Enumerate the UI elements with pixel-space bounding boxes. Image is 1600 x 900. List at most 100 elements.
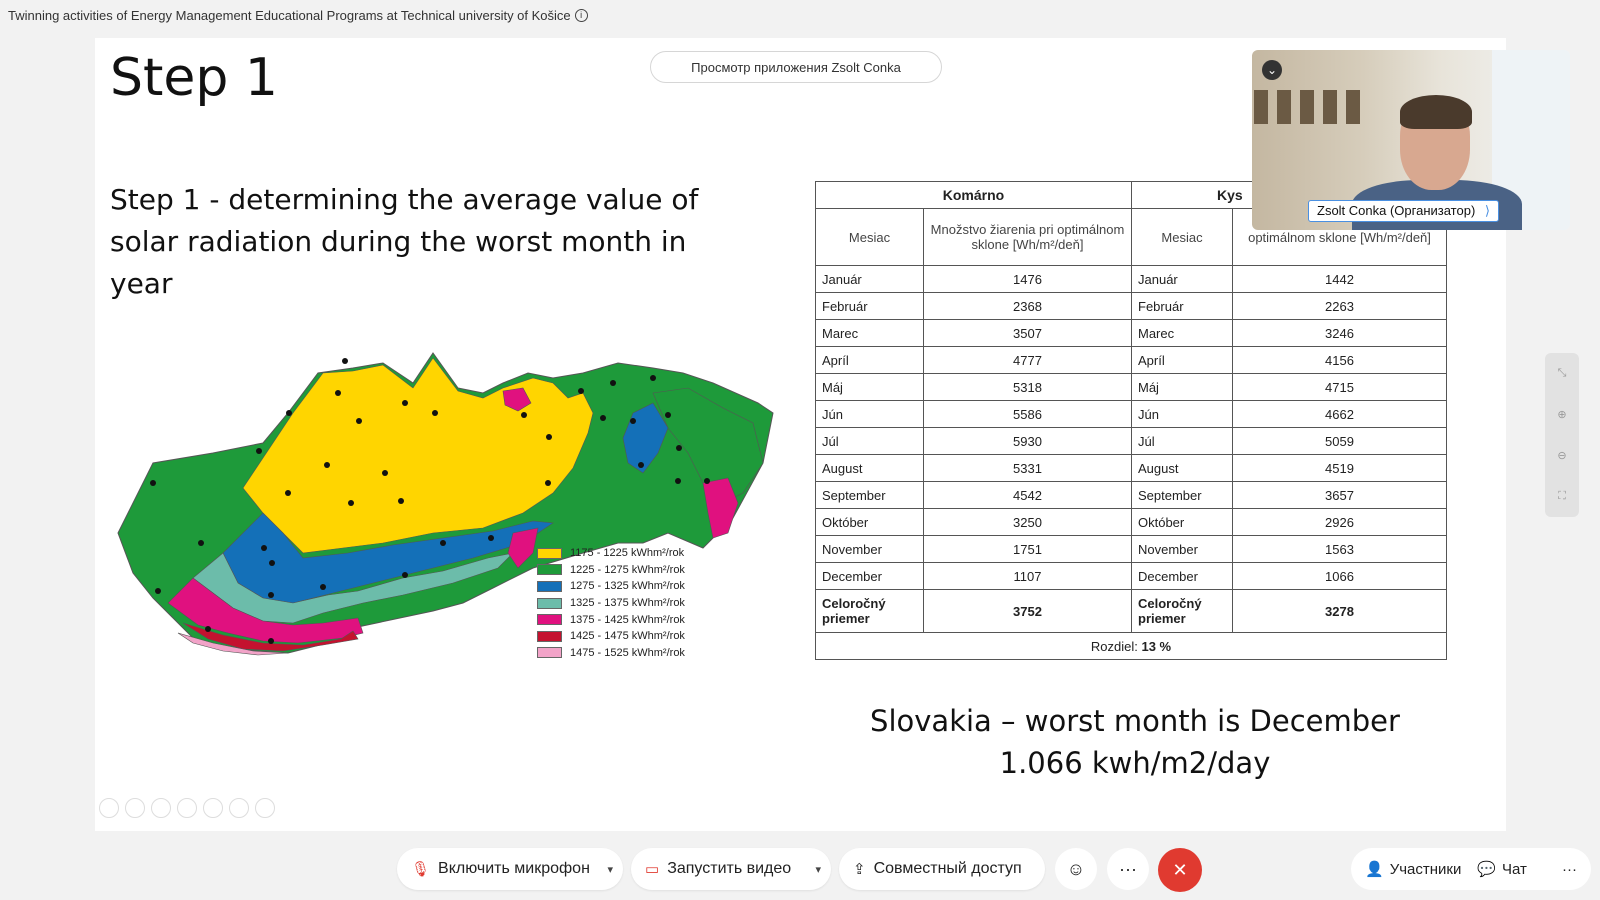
slide-heading: Step 1 - determining the average value o… xyxy=(110,183,699,300)
chat-button[interactable]: 💬 Чат xyxy=(1477,860,1527,879)
reactions-button[interactable]: ☺ xyxy=(1055,848,1097,890)
person-hair xyxy=(1400,95,1472,129)
table-row: Február 2368 Február 2263 xyxy=(815,292,1447,320)
table-row: Marec 3507 Marec 3246 xyxy=(815,319,1447,347)
legend-label: 1375 - 1425 kWhm²/rok xyxy=(570,613,685,626)
legend-item: 1475 - 1525 kWhm²/rok xyxy=(537,645,685,662)
video-button[interactable]: ▭ Запустить видео ▾ xyxy=(631,848,831,890)
legend-swatch xyxy=(537,647,562,659)
legend-label: 1275 - 1325 kWhm²/rok xyxy=(570,580,685,593)
month-cell: Júl xyxy=(815,427,924,455)
radiation-table: Komárno Kys Mesiac Množstvo žiarenia pri… xyxy=(815,181,1447,660)
video-label: Запустить видео xyxy=(667,860,792,877)
fit-icon[interactable]: ⛶ xyxy=(1558,490,1566,502)
month-cell: Jún xyxy=(815,400,924,428)
overflow-button[interactable]: ··· xyxy=(1562,861,1577,878)
value-cell: 4715 xyxy=(1232,373,1447,401)
more-icon[interactable] xyxy=(255,798,275,818)
more-button[interactable]: ··· xyxy=(1107,848,1149,890)
legend-item: 1425 - 1475 kWhm²/rok xyxy=(537,628,685,645)
video-off-icon: ▭ xyxy=(645,861,660,878)
table-row: Júl 5930 Júl 5059 xyxy=(815,427,1447,455)
participants-label: Участники xyxy=(1389,860,1462,878)
share-icon: ⇪ xyxy=(853,861,866,878)
table-row: September 4542 September 3657 xyxy=(815,481,1447,509)
value-cell: 1107 xyxy=(923,562,1132,590)
chevron-down-icon[interactable]: ▾ xyxy=(607,863,613,876)
month-cell: Október xyxy=(815,508,924,536)
overflow-label: ··· xyxy=(1562,860,1577,878)
zoom-in-icon[interactable]: ⊕ xyxy=(1557,409,1567,421)
person-icon: 👤 xyxy=(1365,861,1384,878)
right-toolbar: 👤 Участники 💬 Чат ··· xyxy=(1351,848,1591,890)
prev-slide-icon[interactable] xyxy=(99,798,119,818)
legend-label: 1225 - 1275 kWhm²/rok xyxy=(570,563,685,576)
month-cell: November xyxy=(1131,535,1233,563)
value-cell: 3250 xyxy=(923,508,1132,536)
pen-icon[interactable] xyxy=(151,798,171,818)
legend-label: 1475 - 1525 kWhm²/rok xyxy=(570,646,685,659)
month-cell: Máj xyxy=(1131,373,1233,401)
total-value-1: 3752 xyxy=(923,589,1132,633)
value-cell: 3246 xyxy=(1232,319,1447,347)
value-cell: 4542 xyxy=(923,481,1132,509)
participant-video[interactable]: ⌄ Zsolt Conka (Организатор) ⟩ xyxy=(1252,50,1570,230)
meeting-title-bar: Twinning activities of Energy Management… xyxy=(0,0,1600,30)
col-value-1: Množstvo žiarenia pri optimálnom sklone … xyxy=(923,208,1132,266)
zoom-out-icon[interactable]: ⊖ xyxy=(1557,450,1567,462)
leave-button[interactable]: ✕ xyxy=(1158,848,1202,892)
chat-label: Чат xyxy=(1502,860,1527,878)
value-cell: 2926 xyxy=(1232,508,1447,536)
value-cell: 5586 xyxy=(923,400,1132,428)
viewing-app-label[interactable]: Просмотр приложения Zsolt Conka xyxy=(650,51,942,83)
meeting-title: Twinning activities of Energy Management… xyxy=(8,7,571,23)
legend-item: 1375 - 1425 kWhm²/rok xyxy=(537,611,685,628)
value-cell: 1563 xyxy=(1232,535,1447,563)
month-cell: Jún xyxy=(1131,400,1233,428)
participants-button[interactable]: 👤 Участники xyxy=(1365,860,1462,879)
total-value-2: 3278 xyxy=(1232,589,1447,633)
value-cell: 1751 xyxy=(923,535,1132,563)
month-cell: August xyxy=(815,454,924,482)
month-cell: Apríl xyxy=(815,346,924,374)
mic-button[interactable]: 🎙 Включить микрофон ▾ xyxy=(397,848,623,890)
next-slide-icon[interactable] xyxy=(125,798,145,818)
month-cell: Marec xyxy=(1131,319,1233,347)
chevron-down-icon[interactable]: ⌄ xyxy=(1262,60,1282,80)
col-month-1: Mesiac xyxy=(815,208,924,266)
chevron-down-icon[interactable]: ▾ xyxy=(815,863,821,876)
zoom-icon[interactable] xyxy=(203,798,223,818)
info-icon[interactable]: i xyxy=(574,8,588,22)
collapse-icon[interactable]: ⤡ xyxy=(1557,367,1567,379)
month-cell: Január xyxy=(1131,265,1233,293)
participant-name: Zsolt Conka (Организатор) xyxy=(1317,203,1476,218)
legend-label: 1325 - 1375 kWhm²/rok xyxy=(570,597,685,610)
total-label-1: Celoročný priemer xyxy=(815,589,924,633)
close-icon: ✕ xyxy=(1172,859,1188,880)
table-row: Máj 5318 Máj 4715 xyxy=(815,373,1447,401)
table-row: Január 1476 Január 1442 xyxy=(815,265,1447,293)
share-button[interactable]: ⇪ Совместный доступ xyxy=(839,848,1045,890)
col-month-2: Mesiac xyxy=(1131,208,1233,266)
screen-icon[interactable] xyxy=(229,798,249,818)
value-cell: 3507 xyxy=(923,319,1132,347)
slide-controls xyxy=(99,798,275,818)
value-cell: 2368 xyxy=(923,292,1132,320)
legend-item: 1325 - 1375 kWhm²/rok xyxy=(537,595,685,612)
legend-item: 1175 - 1225 kWhm²/rok xyxy=(537,545,685,562)
participant-name-label[interactable]: Zsolt Conka (Организатор) ⟩ xyxy=(1308,200,1499,222)
value-cell: 4519 xyxy=(1232,454,1447,482)
value-cell: 1442 xyxy=(1232,265,1447,293)
copy-icon[interactable] xyxy=(177,798,197,818)
table-row: Október 3250 Október 2926 xyxy=(815,508,1447,536)
table-row: December 1107 December 1066 xyxy=(815,562,1447,590)
legend-label: 1175 - 1225 kWhm²/rok xyxy=(570,547,685,560)
conclusion-line1: Slovakia – worst month is December xyxy=(870,704,1400,738)
legend-swatch xyxy=(537,580,562,592)
month-cell: Máj xyxy=(815,373,924,401)
more-label: ··· xyxy=(1119,858,1137,879)
value-cell: 2263 xyxy=(1232,292,1447,320)
mic-label: Включить микрофон xyxy=(438,860,590,877)
value-cell: 3657 xyxy=(1232,481,1447,509)
table-city1: Komárno xyxy=(815,181,1132,209)
